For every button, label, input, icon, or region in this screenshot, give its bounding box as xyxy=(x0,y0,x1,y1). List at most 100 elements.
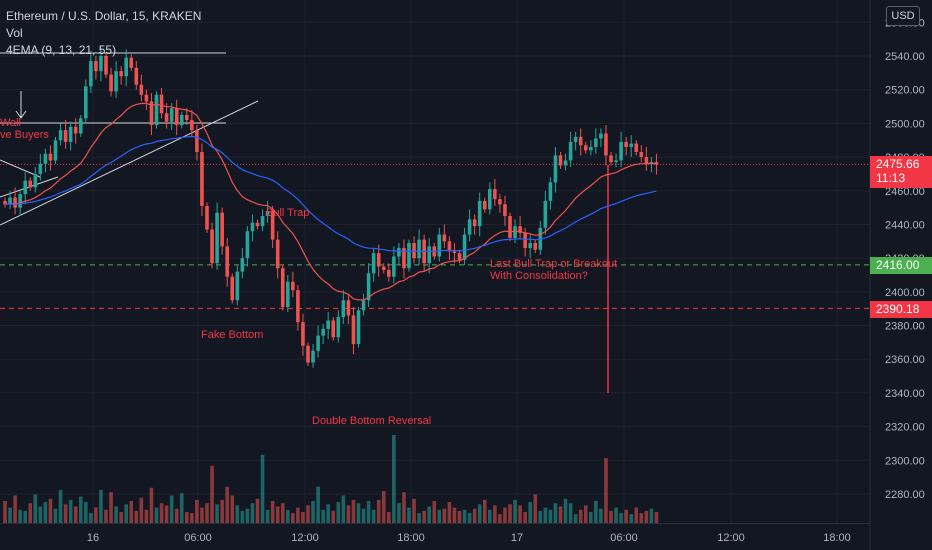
volume-bar xyxy=(129,501,134,523)
ema-indicator-label[interactable]: 4EMA (9, 13, 21, 55) xyxy=(6,43,117,57)
candle-body xyxy=(114,71,118,92)
currency-button[interactable]: USD xyxy=(886,6,920,26)
annotation-consolidation[interactable]: With Consolidation? xyxy=(490,270,588,282)
volume-bar xyxy=(58,490,63,523)
volume-bar xyxy=(346,505,351,523)
volume-bar xyxy=(558,506,563,523)
volume-bar xyxy=(381,491,386,523)
volume-bar xyxy=(568,503,573,523)
volume-bar xyxy=(498,514,502,523)
volume-bar xyxy=(185,512,189,523)
candle-body xyxy=(58,130,63,141)
volume-bar xyxy=(179,493,184,523)
volume-bar xyxy=(523,512,527,523)
candle-body xyxy=(129,57,134,68)
volume-bar xyxy=(3,501,7,523)
candle-body xyxy=(558,155,563,166)
volume-bar xyxy=(336,502,341,523)
volume-bar xyxy=(387,512,391,523)
candle-body xyxy=(331,320,336,338)
candle-body xyxy=(528,242,532,249)
volume-bar xyxy=(63,504,68,523)
volume-bar xyxy=(139,497,144,523)
y-tick-label: 2380.00 xyxy=(885,321,925,333)
y-tick-label: 2460.00 xyxy=(885,186,925,198)
volume-bar xyxy=(43,502,48,523)
candle-body xyxy=(594,138,598,147)
candle-body xyxy=(190,120,194,131)
volume-bar xyxy=(392,435,396,523)
candle-body xyxy=(397,248,401,257)
volume-bar xyxy=(371,509,376,523)
annotation-last-bull-trap[interactable]: Last Bull Trap or Breakout xyxy=(490,258,618,270)
candle-body xyxy=(341,300,346,318)
candle-body xyxy=(609,155,613,163)
volume-indicator-label[interactable]: Vol xyxy=(6,26,23,40)
candle-body xyxy=(482,200,487,210)
annotation-fake-bottom[interactable]: Fake Bottom xyxy=(201,329,264,341)
y-tick-label: 2320.00 xyxy=(885,422,925,434)
volume-bar xyxy=(109,492,113,523)
candle-body xyxy=(144,94,149,102)
candle-body xyxy=(159,94,164,114)
ascending-trendline xyxy=(0,100,259,226)
candle-body xyxy=(235,271,240,301)
green-level-tag: 2416.00 xyxy=(870,257,932,274)
volume-bar xyxy=(503,507,507,523)
volume-bar xyxy=(13,495,17,523)
volume-bar xyxy=(73,506,78,523)
volume-bar xyxy=(250,503,255,523)
candle-body xyxy=(644,157,649,164)
x-tick-label: 12:00 xyxy=(291,532,319,544)
volume-bar xyxy=(614,507,618,523)
candle-body xyxy=(104,56,108,75)
green-level-value: 2416.00 xyxy=(876,258,920,272)
volume-bar xyxy=(114,506,118,523)
candle-body xyxy=(43,153,48,164)
ema-21-line xyxy=(4,102,657,301)
candle-body xyxy=(94,61,98,72)
volume-bar xyxy=(583,505,588,523)
candle-body xyxy=(245,231,250,259)
volume-bar xyxy=(68,499,73,523)
candle-body xyxy=(230,276,235,301)
volume-bar xyxy=(149,487,154,523)
volume-bar xyxy=(230,495,235,523)
candle-body xyxy=(371,253,376,274)
candle-body xyxy=(634,143,639,153)
volume-bar xyxy=(134,510,139,523)
candle-body xyxy=(412,242,416,259)
volume-bar xyxy=(245,508,250,523)
volume-bar xyxy=(518,505,522,523)
volume-bar xyxy=(296,507,300,523)
candle-body xyxy=(629,143,633,147)
volume-bar xyxy=(472,508,477,523)
volume-bar xyxy=(422,510,426,523)
candle-body xyxy=(250,222,255,232)
annotation-double-bottom[interactable]: Double Bottom Reversal xyxy=(312,415,432,427)
annotation-buyers[interactable]: ve Buyers xyxy=(0,129,49,141)
last-price-tag: 2475.66 11:13 xyxy=(870,156,932,188)
annotation-bull-trap[interactable]: Bull Trap xyxy=(266,207,310,219)
candle-body xyxy=(240,258,245,272)
volume-bar xyxy=(291,513,295,523)
candle-body xyxy=(437,234,442,257)
candle-body xyxy=(366,273,371,301)
symbol-title[interactable]: Ethereum / U.S. Dollar, 15, KRAKEN xyxy=(6,9,202,23)
candle-body xyxy=(301,322,305,346)
y-tick-label: 2500.00 xyxy=(885,118,925,130)
volume-bar xyxy=(104,509,108,523)
ema-55-line xyxy=(4,135,657,253)
volume-bar xyxy=(18,509,22,523)
candle-body xyxy=(477,200,482,227)
annotation-wall[interactable]: Wall xyxy=(0,117,21,129)
candle-body xyxy=(179,114,184,126)
volume-bar xyxy=(538,510,543,523)
volume-bar xyxy=(397,503,401,523)
candle-body xyxy=(508,216,512,238)
candle-body xyxy=(513,226,517,238)
volume-bar xyxy=(48,498,53,523)
candle-body xyxy=(543,200,548,228)
